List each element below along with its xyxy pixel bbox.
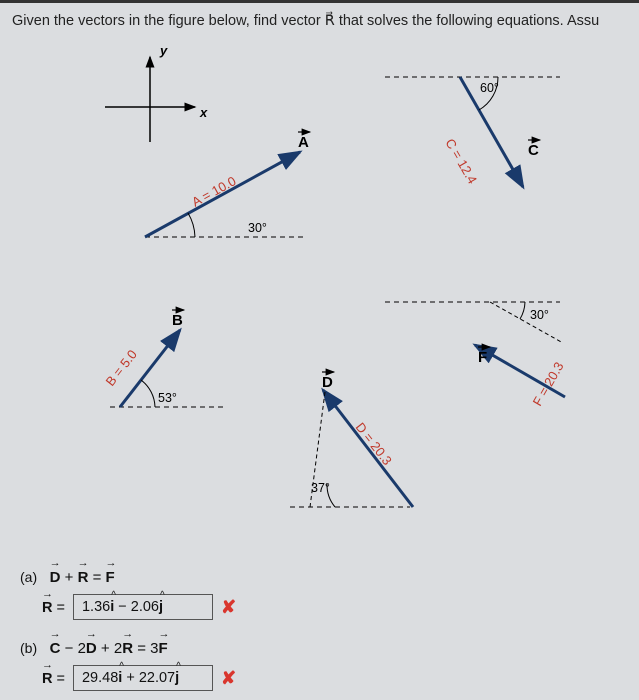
vector-b-name: B [172, 312, 183, 329]
vector-d-magnitude: D = 20.3 [353, 420, 395, 468]
eqn-a-d: D [50, 567, 61, 586]
eqn-a-f: F [106, 567, 115, 586]
vector-c-magnitude: C = 12.4 [442, 136, 480, 186]
axes: y x [105, 43, 208, 142]
vector-d-name: D [322, 374, 333, 391]
part-b-answer-box[interactable]: 29.48i + 22.07j [73, 665, 213, 691]
vector-f-magnitude: F = 20.3 [530, 359, 567, 408]
vector-b-angle: 53° [158, 391, 177, 405]
x-axis-label: x [199, 105, 208, 120]
part-a-answer-box[interactable]: 1.36i − 2.06j [73, 594, 213, 620]
vector-d-angle: 37° [311, 481, 330, 495]
answers-section: (a) D + R = F R = 1.36i − 2.06j ✘ (b) C … [0, 557, 639, 691]
vector-f: F 30° F = 20.3 [385, 302, 567, 409]
eqn-b-r: R [122, 638, 133, 657]
vector-c-angle: 60° [480, 81, 499, 95]
eqn-b-c: C [50, 638, 61, 657]
vector-a: A A = 10.0 30° [145, 132, 310, 237]
vector-f-angle: 30° [530, 308, 549, 322]
vector-c-name: C [528, 142, 539, 159]
eqn-b-f: F [158, 638, 167, 657]
vector-b: B B = 5.0 53° [103, 310, 225, 407]
y-axis-label: y [159, 43, 168, 58]
part-b: (b) C − 2D + 2R = 3F R = 29.48i + 22.07j… [20, 638, 619, 691]
vector-d: D 37° D = 20.3 [290, 372, 413, 507]
vector-a-angle: 30° [248, 221, 267, 235]
wrong-icon: ✘ [221, 597, 236, 618]
vector-figure: y x A A = 10.0 30° C 60° C = 12.4 B B = … [0, 37, 639, 557]
part-b-r-label: R [42, 669, 52, 687]
part-b-label: (b) [20, 640, 37, 656]
vector-a-name: A [298, 134, 309, 151]
part-a-r-label: R [42, 598, 52, 616]
vector-a-magnitude: A = 10.0 [189, 173, 238, 209]
eqn-a-r: R [78, 567, 89, 586]
part-a: (a) D + R = F R = 1.36i − 2.06j ✘ [20, 567, 619, 620]
vector-b-magnitude: B = 5.0 [103, 347, 140, 389]
eqn-b-d: D [86, 638, 97, 657]
vector-f-name: F [478, 349, 487, 366]
wrong-icon: ✘ [221, 668, 236, 689]
part-a-label: (a) [20, 569, 37, 585]
vector-c: C 60° C = 12.4 [385, 77, 560, 187]
question-text: Given the vectors in the figure below, f… [0, 3, 639, 37]
